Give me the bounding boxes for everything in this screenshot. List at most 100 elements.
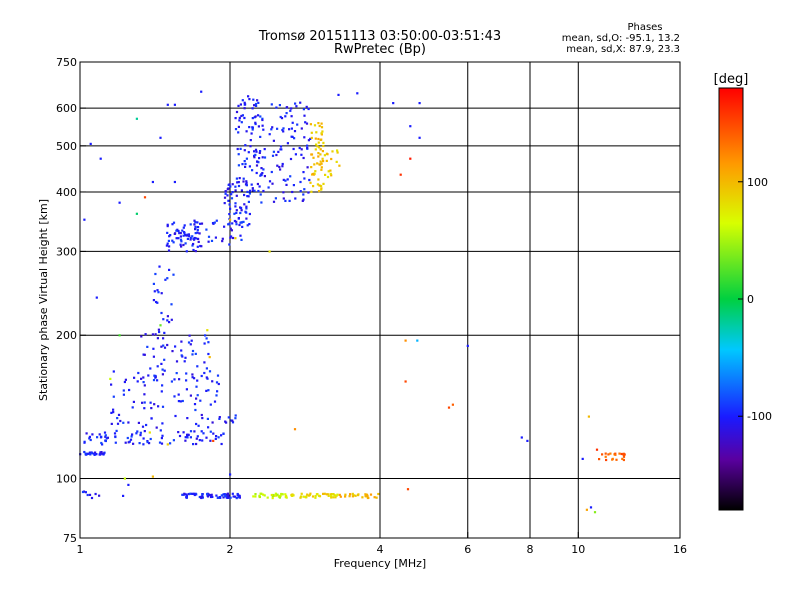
data-point xyxy=(183,224,186,227)
data-point xyxy=(118,334,121,337)
data-point xyxy=(96,436,99,439)
data-point xyxy=(314,495,317,498)
data-point xyxy=(290,115,293,118)
data-point xyxy=(306,493,309,496)
data-point xyxy=(222,496,225,499)
data-point xyxy=(271,497,274,500)
data-point xyxy=(153,374,156,377)
data-point xyxy=(288,199,291,202)
data-point xyxy=(196,394,199,397)
data-point xyxy=(140,335,143,338)
data-point xyxy=(153,290,156,293)
data-point xyxy=(175,372,178,375)
data-point xyxy=(286,142,289,145)
data-point xyxy=(241,99,244,102)
data-point xyxy=(526,439,529,442)
data-point xyxy=(142,381,145,384)
data-point xyxy=(292,184,295,187)
data-point xyxy=(278,496,281,499)
data-point xyxy=(618,452,621,455)
data-point xyxy=(364,493,367,496)
data-point xyxy=(196,379,199,382)
data-point xyxy=(177,400,180,403)
data-point xyxy=(244,165,247,168)
data-point xyxy=(172,273,175,276)
data-point xyxy=(204,334,207,337)
data-point xyxy=(103,431,107,434)
data-point xyxy=(237,164,240,167)
x-tick-label: 8 xyxy=(527,543,534,556)
data-point xyxy=(282,127,285,130)
data-point xyxy=(161,368,164,371)
data-point xyxy=(213,400,217,403)
data-point xyxy=(291,121,294,124)
data-point xyxy=(212,432,215,435)
data-point xyxy=(206,329,209,332)
data-point xyxy=(180,245,183,248)
data-point xyxy=(330,494,333,497)
data-point xyxy=(321,157,324,160)
data-point xyxy=(140,377,143,380)
data-point xyxy=(191,349,195,353)
data-point xyxy=(326,175,330,179)
data-point xyxy=(193,493,196,497)
data-point xyxy=(207,495,210,498)
data-point xyxy=(205,228,208,231)
data-point xyxy=(214,236,217,239)
data-point xyxy=(233,219,236,223)
data-point xyxy=(409,125,412,128)
y-tick-label: 750 xyxy=(56,56,77,69)
data-point xyxy=(249,139,252,142)
data-point xyxy=(179,232,182,235)
data-point xyxy=(88,493,92,496)
data-point xyxy=(255,150,258,153)
y-tick-label: 400 xyxy=(56,186,77,199)
data-point xyxy=(151,475,154,478)
data-point xyxy=(162,337,165,340)
data-point xyxy=(192,242,195,246)
data-point xyxy=(85,432,88,435)
data-point xyxy=(317,494,321,497)
data-point xyxy=(137,371,140,375)
chart-title: Tromsø 20151113 03:50:00-03:51:43 xyxy=(258,29,501,44)
data-point xyxy=(254,122,257,126)
data-point xyxy=(589,506,593,509)
data-point xyxy=(151,333,154,336)
data-point xyxy=(416,339,419,342)
data-point xyxy=(234,417,237,420)
data-point xyxy=(224,192,227,195)
data-point xyxy=(110,422,113,425)
data-point xyxy=(166,315,169,318)
data-point xyxy=(248,192,251,195)
data-point xyxy=(200,374,203,378)
data-point xyxy=(251,187,254,190)
data-point xyxy=(320,132,323,135)
data-point xyxy=(99,451,102,454)
data-point xyxy=(300,492,303,495)
data-point xyxy=(215,394,218,397)
data-point xyxy=(154,272,157,276)
data-point xyxy=(197,240,200,243)
data-point xyxy=(292,147,295,151)
data-point xyxy=(187,341,191,344)
data-point xyxy=(233,212,236,215)
data-point xyxy=(286,178,289,181)
data-point xyxy=(228,213,231,216)
data-point xyxy=(229,473,232,476)
data-point xyxy=(195,422,198,426)
data-point xyxy=(303,188,306,191)
data-point xyxy=(254,495,257,498)
data-point xyxy=(227,416,230,419)
data-point xyxy=(319,153,322,156)
data-point xyxy=(216,390,219,393)
data-point xyxy=(285,106,289,109)
data-point xyxy=(211,222,215,225)
data-point xyxy=(240,209,243,212)
data-point xyxy=(247,195,250,198)
data-point xyxy=(154,333,157,336)
x-tick-label: 6 xyxy=(464,543,471,556)
data-point xyxy=(307,191,310,194)
data-point xyxy=(126,436,129,440)
data-point xyxy=(215,219,218,222)
data-point xyxy=(270,103,273,106)
